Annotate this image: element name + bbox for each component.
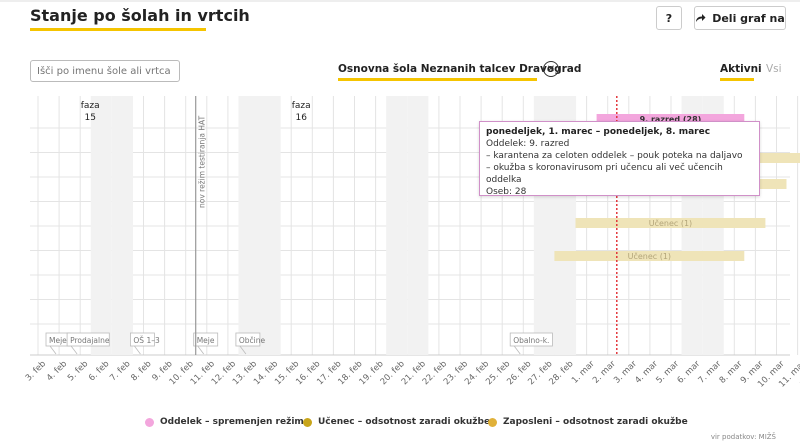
tooltip-line-1: Oddelek: 9. razred (486, 139, 570, 149)
legend-item-zaposleni[interactable]: Zaposleni – odsotnost zaradi okužbe (488, 417, 688, 427)
share-button-label: Deli graf na (712, 11, 785, 25)
event-label: Prodajalne (70, 336, 110, 345)
event-pointer (49, 345, 57, 355)
chart-events: Meje Prodajalne OŠ 1–3 Meje Občine Obalno-k. (45, 332, 553, 355)
chart-phases: faza 15 faza 16 nov režim testiranja HAT (81, 96, 618, 355)
selected-school: Osnovna šola Neznanih talcev Dravograd (338, 63, 582, 75)
event-label: Meje (197, 336, 215, 345)
help-button[interactable]: ? (656, 6, 682, 30)
phase-number: 16 (295, 113, 307, 123)
event-2: OŠ 1–3 (129, 332, 160, 355)
event-box (509, 332, 553, 347)
bar-rect (575, 218, 766, 228)
legend-label: Zaposleni – odsotnost zaradi okužbe (503, 417, 688, 427)
bar-rect (554, 251, 745, 261)
event-pointer (197, 345, 205, 355)
event-label: Obalno-k. (513, 336, 549, 345)
bar-3: Učenec (1) (575, 218, 766, 228)
phase-number: 15 (84, 113, 95, 123)
tooltip-line-4: Oseb: 28 (486, 187, 527, 197)
event-label: OŠ 1–3 (133, 336, 160, 345)
title-underline (30, 28, 206, 31)
legend-label: Oddelek – spremenjen režim (160, 417, 304, 427)
school-underline (338, 78, 537, 81)
event-0: Meje (45, 332, 71, 355)
chart-tooltip: ponedeljek, 1. marec – ponedeljek, 8. ma… (479, 121, 760, 197)
share-button[interactable]: Deli graf na (694, 6, 786, 30)
legend-dot-icon (303, 417, 312, 427)
page-title: Stanje po šolah in vrtcih (30, 6, 250, 25)
event-pointer (239, 345, 247, 355)
share-icon (696, 14, 706, 22)
phase-0: faza 15 (81, 101, 100, 123)
weekend-shade (238, 96, 260, 355)
tooltip-line-2: – karantena za celoten oddelek – pouk po… (486, 151, 743, 161)
phase-label: faza (292, 101, 311, 111)
bar-rect (596, 114, 745, 124)
tooltip-title: ponedeljek, 1. marec – ponedeljek, 8. ma… (486, 127, 711, 137)
event-label: Meje (49, 336, 67, 345)
weekend-shade (90, 96, 112, 355)
legend-dot-icon (145, 417, 154, 427)
event-4: Občine (235, 332, 266, 355)
tab-active[interactable]: Aktivni (720, 63, 762, 75)
event-box (193, 332, 219, 347)
help-button-label: ? (665, 11, 673, 25)
event-box (235, 332, 261, 347)
event-3: Meje (193, 332, 219, 355)
x-tick-label: 7. feb (108, 359, 132, 383)
event-label: Občine (239, 336, 266, 345)
marker-label-0: nov režim testiranja HAT (198, 115, 207, 208)
weekend-shade (386, 96, 408, 355)
legend-item-oddelek[interactable]: Oddelek – spremenjen režim (145, 417, 304, 427)
event-5: Obalno-k. (509, 332, 553, 355)
phase-1: faza 16 (292, 101, 311, 123)
x-tick-label: 8. feb (129, 359, 153, 383)
bar-label: Učenec (1) (628, 251, 671, 261)
x-tick-label: 5. feb (66, 359, 90, 383)
phase-label: faza (81, 101, 100, 111)
weekend-shade (259, 96, 281, 355)
event-pointer (70, 345, 78, 355)
data-source: vir podatkov: MIŽŠ (710, 433, 776, 441)
weekend-shade (407, 96, 429, 355)
bar-4: Učenec (1) (554, 251, 745, 261)
close-icon: ✕ (546, 63, 556, 75)
tooltip-line-3: – okužba s koronavirusom pri učencu ali … (486, 163, 723, 185)
weekend-shade (111, 96, 133, 355)
bar-label: 9. razred (28) (640, 115, 702, 124)
tab-all[interactable]: Vsi (766, 63, 782, 75)
event-box (66, 332, 110, 347)
event-1: Prodajalne (66, 332, 110, 355)
legend-label: Učenec – odsotnost zaradi okužbe (318, 417, 491, 427)
event-pointer (134, 345, 141, 355)
legend-dot-icon (488, 417, 497, 427)
clear-school-button[interactable]: ✕ (543, 61, 559, 77)
bar-label: Učenec (1) (649, 218, 692, 228)
top-border (0, 0, 800, 2)
search-input[interactable] (30, 60, 180, 82)
x-tick-label: 6. feb (87, 359, 111, 383)
x-tick-label: 4. feb (45, 359, 69, 383)
bar-0: 9. razred (28) (596, 114, 745, 124)
event-pointer (513, 345, 521, 355)
event-box (129, 332, 155, 347)
x-tick-label: 3. feb (24, 359, 48, 383)
tab-active-underline (720, 78, 754, 81)
legend-item-ucenec[interactable]: Učenec – odsotnost zaradi okužbe (303, 417, 490, 427)
